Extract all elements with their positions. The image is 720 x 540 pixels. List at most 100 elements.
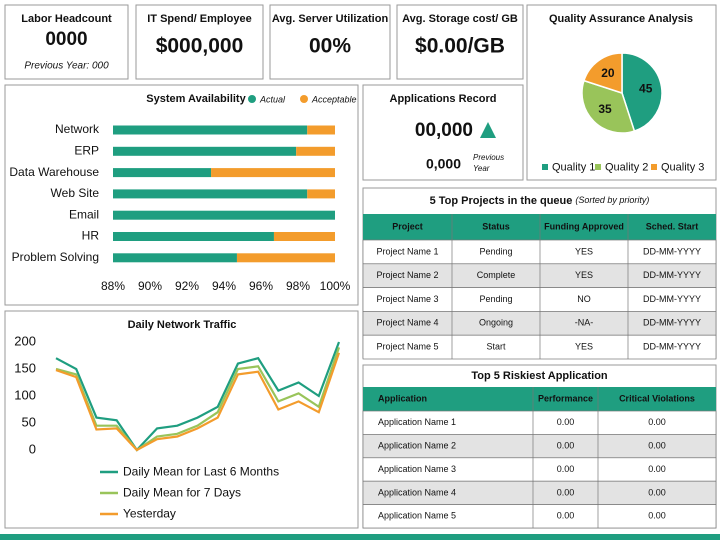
column-header: Funding Approved (544, 221, 624, 231)
column-header: Sched. Start (646, 221, 699, 231)
chart-title: Quality Assurance Analysis (549, 13, 693, 25)
legend-marker (595, 164, 601, 170)
table-cell: DD-MM-YYYY (643, 270, 701, 280)
column-header: Performance (538, 393, 593, 403)
line-series (55, 347, 341, 452)
kpi-value: $000,000 (156, 35, 244, 58)
legend-marker (542, 164, 548, 170)
table-cell: 0.00 (648, 511, 666, 521)
table-cell: DD-MM-YYYY (643, 318, 701, 328)
title-text: 5 Top Projects in the queue (430, 195, 573, 207)
legend-label: Acceptable (311, 94, 357, 104)
table-cell: Application Name 4 (378, 487, 456, 497)
chart-title: System Availability (146, 93, 246, 105)
bar (307, 125, 335, 135)
kpi-value: $0.00/GB (415, 35, 505, 58)
kpi-box (4, 4, 129, 80)
chart-title: Daily Network Traffic (128, 319, 237, 331)
table-cell: Project Name 3 (376, 294, 438, 304)
x-tick-label: 90% (138, 279, 162, 293)
kpi-note: Previous Year: 000 (24, 61, 109, 72)
table-cell: -NA- (575, 318, 594, 328)
table-cell: Project Name 5 (376, 341, 438, 351)
bar (307, 189, 335, 199)
legend-marker (248, 95, 256, 103)
pie-slice (621, 52, 663, 132)
legend-label: Quality 1 (552, 161, 595, 173)
y-tick-label: Network (55, 122, 100, 136)
table-cell: 0.00 (557, 464, 575, 474)
legend-label: Daily Mean for 7 Days (123, 486, 241, 500)
bar (113, 232, 274, 241)
table-cell: YES (575, 246, 593, 256)
column-header: Application (378, 393, 427, 403)
table-cell: Ongoing (479, 318, 513, 328)
y-tick-label: HR (82, 229, 100, 243)
section-title: Applications Record (390, 93, 497, 105)
legend-label: Yesterday (123, 507, 176, 521)
kpi-title: Avg. Server Utilization (272, 13, 389, 25)
table-cell: DD-MM-YYYY (643, 294, 701, 304)
column-header: Critical Violations (619, 393, 695, 403)
y-tick-label: 200 (14, 333, 36, 348)
legend-label: Actual (259, 94, 286, 104)
table-cell: Project Name 4 (376, 318, 438, 328)
table-cell: Application Name 1 (378, 417, 456, 427)
pie-slice (581, 79, 636, 134)
x-tick-label: 98% (286, 279, 310, 293)
y-tick-label: Problem Solving (12, 250, 99, 264)
footer-strip (0, 534, 720, 540)
x-tick-label: 94% (212, 279, 236, 293)
legend-label: Quality 3 (661, 161, 704, 173)
x-tick-label: 96% (249, 279, 273, 293)
y-tick-label: 50 (22, 414, 36, 429)
table-cell: Pending (479, 294, 512, 304)
table-cell: 0.00 (648, 417, 666, 427)
y-tick-label: 100 (14, 387, 36, 402)
kpi-box (396, 4, 524, 80)
y-tick-label: Email (69, 207, 99, 221)
table-cell: 0.00 (648, 440, 666, 450)
x-tick-label: 100% (320, 279, 351, 293)
table-cell: 0.00 (557, 487, 575, 497)
kpi-box (269, 4, 391, 80)
slice-label: 35 (598, 102, 612, 116)
bar (113, 253, 237, 263)
applications-box (362, 84, 524, 181)
table-row (362, 504, 717, 529)
bar (113, 210, 335, 220)
legend-marker (651, 164, 657, 170)
record-value: 00,000 (415, 120, 473, 141)
table-cell: 0.00 (648, 464, 666, 474)
table-cell: Pending (479, 246, 512, 256)
line-series (55, 352, 341, 452)
kpi-value: 00% (309, 35, 351, 58)
slice-label: 45 (639, 81, 653, 95)
bar (113, 146, 297, 156)
legend-label: Daily Mean for Last 6 Months (123, 465, 279, 479)
y-tick-label: Data Warehouse (9, 165, 99, 179)
bar (211, 168, 335, 178)
x-tick-label: 88% (101, 279, 125, 293)
bar (236, 253, 335, 263)
column-header: Project (392, 221, 423, 231)
table-cell: Start (486, 341, 506, 351)
x-tick-label: 92% (175, 279, 199, 293)
previous-label: Previous (473, 153, 504, 162)
bar (113, 125, 308, 135)
table-cell: Application Name 3 (378, 464, 456, 474)
line-series (55, 341, 341, 452)
kpi-title: IT Spend/ Employee (147, 13, 252, 25)
kpi-title: Labor Headcount (21, 13, 112, 25)
bar (113, 189, 308, 199)
table-cell: Application Name 2 (378, 440, 456, 450)
section-title: 5 Top Projects in the queue (Sorted by pr… (430, 195, 650, 207)
legend-label: Quality 2 (605, 161, 648, 173)
pie-slice (583, 52, 623, 95)
table-cell: 0.00 (557, 440, 575, 450)
table-cell: YES (575, 270, 593, 280)
legend-marker (300, 95, 308, 103)
section-title: Top 5 Riskiest Application (471, 370, 608, 382)
previous-label: Year (473, 164, 490, 173)
